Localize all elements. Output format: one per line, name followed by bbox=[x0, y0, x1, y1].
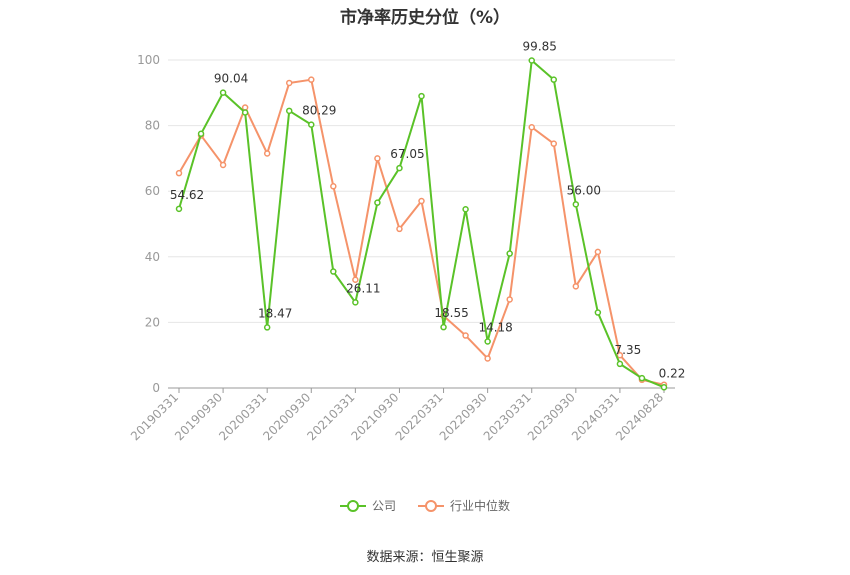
point-series-0 bbox=[352, 299, 359, 306]
point-series-1 bbox=[550, 140, 558, 147]
y-tick-label: 20 bbox=[145, 315, 160, 329]
data-labels: 54.62 90.04 18.47 80.29 26.11 67.05 18.55 14.18… bbox=[170, 39, 686, 380]
y-tick-label: 60 bbox=[145, 184, 160, 198]
point-series-1 bbox=[285, 79, 293, 87]
point-series-0 bbox=[550, 76, 558, 83]
data-label: 67.05 bbox=[390, 147, 424, 161]
y-tick-label: 0 bbox=[152, 381, 160, 395]
point-series-1 bbox=[594, 248, 602, 256]
point-series-0 bbox=[330, 268, 337, 275]
point-series-1 bbox=[219, 161, 227, 169]
data-label: 56.00 bbox=[567, 183, 601, 197]
point-series-0 bbox=[572, 201, 580, 208]
point-series-1 bbox=[374, 155, 381, 162]
point-series-0 bbox=[197, 130, 205, 138]
data-label: 80.29 bbox=[302, 104, 336, 118]
point-series-0 bbox=[506, 250, 513, 257]
legend-item-company[interactable]: 公司 bbox=[339, 497, 396, 514]
point-series-0 bbox=[528, 57, 535, 64]
point-series-1 bbox=[263, 150, 271, 157]
y-tick-label: 100 bbox=[137, 53, 160, 67]
point-series-0 bbox=[396, 164, 403, 172]
data-label: 54.62 bbox=[170, 188, 204, 202]
point-series-1 bbox=[396, 225, 403, 233]
point-series-1 bbox=[616, 351, 624, 359]
axes: 0204060801002019033120190930202003312020… bbox=[128, 53, 675, 443]
grid-lines bbox=[168, 59, 675, 323]
data-label: 14.18 bbox=[478, 320, 512, 334]
point-series-0 bbox=[175, 205, 183, 213]
point-series-1 bbox=[506, 296, 513, 303]
point-series-0 bbox=[462, 205, 469, 213]
legend-company-label: 公司 bbox=[371, 499, 396, 513]
data-label: 99.85 bbox=[523, 39, 557, 53]
data-label: 7.35 bbox=[615, 343, 642, 357]
data-label: 90.04 bbox=[214, 72, 248, 86]
data-label: 0.22 bbox=[659, 366, 686, 380]
point-series-0 bbox=[594, 309, 602, 316]
y-tick-label: 40 bbox=[145, 250, 160, 264]
point-series-0 bbox=[374, 199, 381, 206]
point-series-0 bbox=[308, 121, 315, 128]
point-series-0 bbox=[484, 338, 491, 345]
series-line-0 bbox=[178, 59, 665, 389]
series-lines bbox=[175, 57, 668, 391]
legend: 公司 行业中位数 bbox=[0, 497, 850, 514]
y-tick-label: 80 bbox=[145, 119, 160, 133]
data-label: 18.47 bbox=[258, 306, 292, 320]
point-series-1 bbox=[175, 169, 183, 177]
point-series-0 bbox=[418, 92, 425, 100]
point-series-0 bbox=[219, 89, 227, 96]
point-series-1 bbox=[330, 183, 337, 190]
point-series-1 bbox=[484, 355, 491, 362]
point-series-1 bbox=[352, 276, 359, 284]
point-series-1 bbox=[418, 197, 425, 205]
legend-industry-marker-icon bbox=[418, 499, 444, 512]
source-note: 数据来源：恒生聚源 bbox=[366, 550, 484, 565]
point-series-0 bbox=[440, 323, 447, 331]
point-series-1 bbox=[572, 283, 580, 290]
legend-item-industry-median[interactable]: 行业中位数 bbox=[418, 497, 510, 514]
point-series-0 bbox=[660, 384, 668, 391]
data-label: 26.11 bbox=[346, 281, 380, 295]
chart-title: 市净率历史分位（%） bbox=[339, 8, 511, 28]
point-series-0 bbox=[285, 107, 293, 115]
legend-industry-label: 行业中位数 bbox=[450, 499, 511, 513]
data-label: 18.55 bbox=[434, 306, 468, 320]
point-series-1 bbox=[462, 332, 469, 339]
x-tick-label: 20240828 bbox=[613, 390, 666, 443]
point-series-0 bbox=[616, 360, 624, 368]
point-series-0 bbox=[263, 324, 271, 331]
legend-company-marker-icon bbox=[339, 499, 366, 512]
point-series-0 bbox=[638, 374, 646, 382]
point-series-1 bbox=[308, 76, 315, 83]
point-series-0 bbox=[241, 109, 249, 116]
point-series-1 bbox=[528, 123, 535, 131]
